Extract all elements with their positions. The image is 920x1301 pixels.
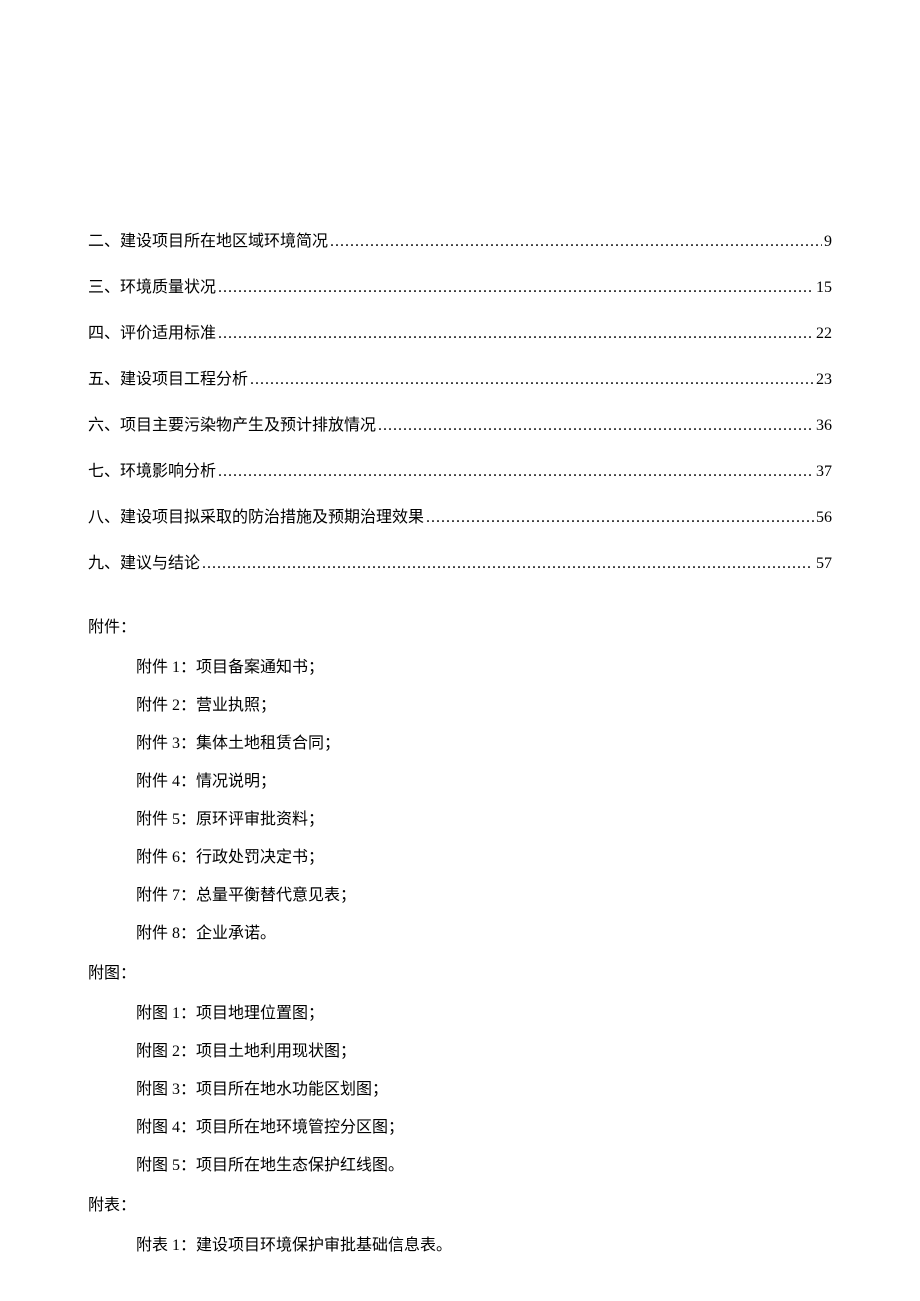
toc-page: 36	[816, 414, 832, 438]
futu-item: 附图 3：项目所在地水功能区划图；	[136, 1078, 832, 1102]
toc-page: 22	[816, 322, 832, 346]
toc-dots	[218, 276, 814, 300]
fujian-heading: 附件：	[88, 616, 832, 640]
fubiao-item: 附表 1：建设项目环境保护审批基础信息表。	[136, 1234, 832, 1258]
futu-heading: 附图：	[88, 962, 832, 986]
futu-item: 附图 2：项目土地利用现状图；	[136, 1040, 832, 1064]
toc-dots	[378, 414, 814, 438]
toc-page: 57	[816, 552, 832, 576]
fujian-item: 附件 6：行政处罚决定书；	[136, 846, 832, 870]
toc-entry: 九、建议与结论 57	[88, 552, 832, 576]
fujian-item: 附件 8：企业承诺。	[136, 922, 832, 946]
toc-label: 二、建设项目所在地区域环境简况	[88, 230, 328, 254]
toc-entry: 二、建设项目所在地区域环境简况 9	[88, 230, 832, 254]
toc-label: 六、项目主要污染物产生及预计排放情况	[88, 414, 376, 438]
toc-page: 23	[816, 368, 832, 392]
attachments-section: 附件： 附件 1：项目备案通知书； 附件 2：营业执照； 附件 3：集体土地租赁…	[88, 616, 832, 1258]
fujian-item: 附件 3：集体土地租赁合同；	[136, 732, 832, 756]
toc-entry: 八、建设项目拟采取的防治措施及预期治理效果 56	[88, 506, 832, 530]
toc-page: 9	[824, 230, 832, 254]
toc-label: 八、建设项目拟采取的防治措施及预期治理效果	[88, 506, 424, 530]
toc-label: 四、评价适用标准	[88, 322, 216, 346]
toc-entry: 三、环境质量状况 15	[88, 276, 832, 300]
toc-dots	[250, 368, 814, 392]
toc-entry: 五、建设项目工程分析 23	[88, 368, 832, 392]
fujian-item: 附件 7：总量平衡替代意见表；	[136, 884, 832, 908]
toc-page: 56	[816, 506, 832, 530]
toc-page: 15	[816, 276, 832, 300]
fujian-item: 附件 5：原环评审批资料；	[136, 808, 832, 832]
toc-dots	[202, 552, 814, 576]
toc-entry: 四、评价适用标准 22	[88, 322, 832, 346]
toc-label: 三、环境质量状况	[88, 276, 216, 300]
toc-dots	[426, 506, 814, 530]
toc-entry: 六、项目主要污染物产生及预计排放情况 36	[88, 414, 832, 438]
toc-dots	[218, 322, 814, 346]
toc-label: 五、建设项目工程分析	[88, 368, 248, 392]
toc-page: 37	[816, 460, 832, 484]
toc-label: 七、环境影响分析	[88, 460, 216, 484]
fujian-item: 附件 4：情况说明；	[136, 770, 832, 794]
futu-item: 附图 4：项目所在地环境管控分区图；	[136, 1116, 832, 1140]
fubiao-heading: 附表：	[88, 1194, 832, 1218]
fujian-item: 附件 2：营业执照；	[136, 694, 832, 718]
table-of-contents: 二、建设项目所在地区域环境简况 9 三、环境质量状况 15 四、评价适用标准 2…	[88, 230, 832, 576]
fujian-item: 附件 1：项目备案通知书；	[136, 656, 832, 680]
toc-entry: 七、环境影响分析 37	[88, 460, 832, 484]
futu-item: 附图 5：项目所在地生态保护红线图。	[136, 1154, 832, 1178]
toc-dots	[218, 460, 814, 484]
toc-dots	[330, 230, 822, 254]
futu-item: 附图 1：项目地理位置图；	[136, 1002, 832, 1026]
toc-label: 九、建议与结论	[88, 552, 200, 576]
